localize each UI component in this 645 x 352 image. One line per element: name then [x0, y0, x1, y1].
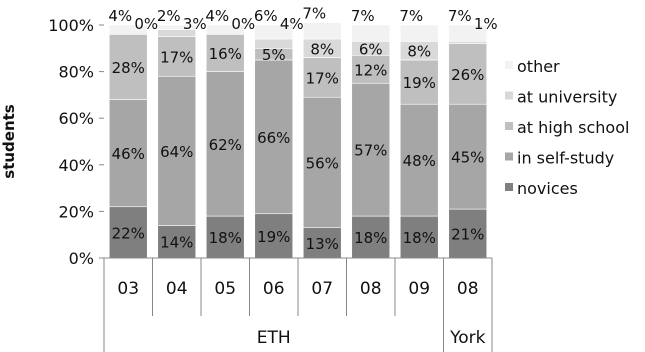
bar-segment [351, 82, 391, 217]
x-group-label: York [449, 328, 486, 348]
bar-segment [448, 208, 488, 259]
bar-segment [448, 41, 488, 44]
data-label: 18% [403, 229, 436, 247]
bar-segment [448, 43, 488, 105]
bar-segment [448, 24, 488, 42]
data-label: 6% [359, 40, 383, 58]
data-label: 0% [134, 15, 158, 33]
bar-segment [205, 71, 245, 217]
legend-label: other [517, 57, 560, 76]
data-label: 3% [183, 15, 207, 33]
data-label: 62% [209, 136, 242, 154]
data-label: 5% [262, 46, 286, 64]
data-label: 19% [403, 74, 436, 92]
bar-segment [399, 103, 439, 217]
bar-segment [157, 24, 197, 30]
data-label: 4% [280, 15, 304, 33]
x-tick-label: 05 [214, 279, 236, 299]
y-tick-label: 40% [58, 156, 94, 175]
bar-segment [302, 227, 342, 259]
data-label: 56% [306, 154, 339, 172]
legend-label: novices [517, 179, 578, 198]
legend-label: at university [517, 88, 617, 107]
bar-segment [108, 34, 148, 100]
data-label: 16% [209, 45, 242, 63]
x-tick-label: 06 [263, 279, 285, 299]
y-tick-label: 60% [58, 109, 94, 128]
legend-swatch [505, 122, 513, 130]
bar-segment [448, 103, 488, 210]
legend-label: in self-study [517, 149, 614, 168]
bar-segment [399, 24, 439, 42]
y-tick-label: 100% [48, 16, 94, 35]
data-label: 14% [160, 234, 193, 252]
legend-swatch [505, 183, 513, 191]
data-label: 19% [257, 228, 290, 246]
bar-segment [254, 213, 294, 259]
data-label: 57% [354, 142, 387, 160]
x-tick-label: 04 [166, 279, 188, 299]
x-tick-label: 09 [408, 279, 430, 299]
bar-segment [108, 24, 148, 35]
data-label: 12% [354, 61, 387, 79]
data-label: 2% [157, 7, 181, 25]
data-label: 21% [451, 226, 484, 244]
legend-swatch [505, 61, 513, 69]
data-label: 1% [474, 15, 498, 33]
bar-segment [302, 96, 342, 229]
bar-segment [351, 54, 391, 84]
legend-label: at high school [517, 118, 629, 137]
data-label: 13% [306, 235, 339, 253]
data-label: 28% [112, 59, 145, 77]
y-tick-label: 0% [69, 249, 94, 268]
bar-segment [254, 24, 294, 40]
bar-segment [351, 215, 391, 259]
bar-segment [205, 24, 245, 35]
data-label: 6% [254, 7, 278, 25]
data-label: 22% [112, 224, 145, 242]
x-tick-label: 03 [117, 279, 139, 299]
data-label: 4% [108, 7, 132, 25]
y-axis-title: students [0, 104, 18, 179]
data-label: 8% [310, 40, 334, 58]
bar-segment [254, 59, 294, 215]
y-tick-label: 80% [58, 63, 94, 82]
data-label: 66% [257, 129, 290, 147]
data-label: 48% [403, 152, 436, 170]
legend-swatch [505, 91, 513, 100]
bar-segment [205, 34, 245, 72]
data-label: 4% [205, 7, 229, 25]
x-tick-label: 08 [457, 279, 479, 299]
bar-segment [302, 22, 342, 40]
data-label: 18% [354, 229, 387, 247]
x-tick-label: 08 [360, 279, 382, 299]
data-label: 17% [160, 48, 193, 66]
bar-segment [157, 36, 197, 77]
x-tick-label: 07 [311, 279, 333, 299]
legend-swatch [505, 152, 513, 161]
y-tick-label: 20% [58, 202, 94, 221]
data-label: 45% [451, 149, 484, 167]
x-group-label: ETH [257, 328, 291, 348]
data-label: 0% [231, 15, 255, 33]
bar-segment [302, 57, 342, 98]
bar-segment [399, 59, 439, 105]
data-label: 8% [407, 43, 431, 61]
data-label: 7% [448, 7, 472, 25]
data-label: 18% [209, 229, 242, 247]
data-label: 7% [302, 5, 326, 23]
data-label: 7% [399, 7, 423, 25]
bar-segment [108, 99, 148, 208]
data-label: 7% [351, 7, 375, 25]
data-label: 26% [451, 66, 484, 84]
data-label: 17% [306, 69, 339, 87]
data-label: 46% [112, 145, 145, 163]
data-label: 64% [160, 143, 193, 161]
bar-segment [351, 24, 391, 42]
